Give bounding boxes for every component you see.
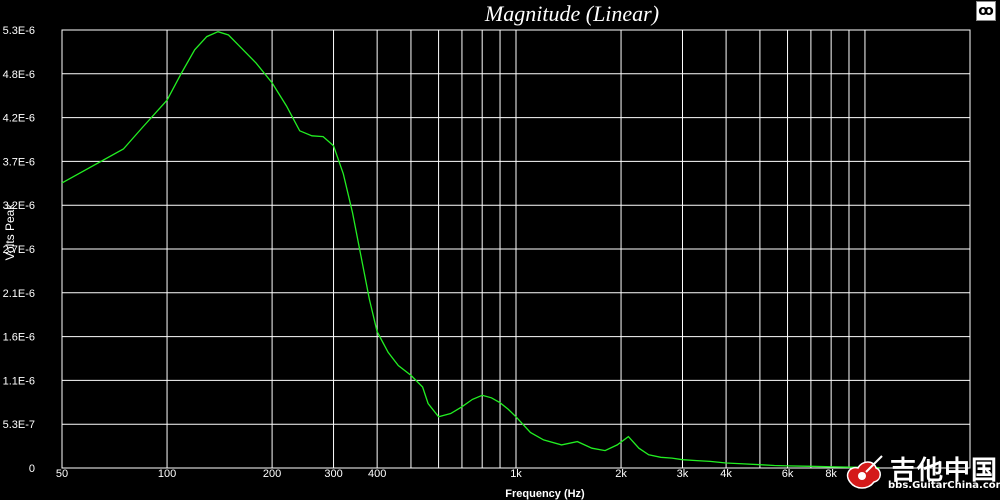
y-tick-label: 4.8E-6 bbox=[3, 69, 35, 81]
y-tick-label: 3.7E-6 bbox=[3, 156, 35, 168]
plot-frame bbox=[61, 29, 971, 469]
grid bbox=[62, 30, 970, 468]
x-tick-label: 100 bbox=[158, 468, 176, 480]
y-axis-label: Volts Peak bbox=[3, 203, 17, 261]
x-tick-label: 400 bbox=[368, 468, 386, 480]
guitar-logo-icon bbox=[846, 455, 883, 489]
y-tick-label: 1.6E-6 bbox=[3, 332, 35, 344]
y-tick-label: 2.1E-6 bbox=[3, 288, 35, 300]
x-tick-label: 300 bbox=[324, 468, 342, 480]
x-tick-label: 2k bbox=[615, 468, 627, 480]
y-tick-label: 4.2E-6 bbox=[3, 113, 35, 125]
y-tick-label: 3.2E-6 bbox=[3, 200, 35, 212]
corner-logo-icon: ꝏ bbox=[976, 1, 996, 21]
y-tick-label: 5.3E-7 bbox=[3, 419, 35, 431]
x-axis-label: Frequency (Hz) bbox=[505, 488, 585, 500]
watermark-url: bbs.GuitarChina.com bbox=[888, 480, 1000, 491]
x-tick-label: 8k bbox=[825, 468, 837, 480]
watermark: 吉他中国 bbs.GuitarChina.com bbox=[842, 448, 1000, 498]
watermark-name: 吉他中国 bbox=[890, 456, 999, 486]
y-tick-label: 5.3E-6 bbox=[3, 25, 35, 37]
series-line bbox=[61, 31, 880, 469]
x-tick-label: 3k bbox=[677, 468, 689, 480]
x-tick-label: 6k bbox=[782, 468, 794, 480]
tick-labels: 501002003004001k2k3k4k6k8k10k05.3E-71.1E… bbox=[3, 25, 875, 480]
y-tick-label: 2.7E-6 bbox=[3, 244, 35, 256]
y-tick-label: 1.1E-6 bbox=[3, 375, 35, 387]
x-tick-label: 50 bbox=[56, 468, 68, 480]
chart-title: Magnitude (Linear) bbox=[484, 1, 659, 26]
x-tick-label: 200 bbox=[263, 468, 281, 480]
x-tick-label: 4k bbox=[720, 468, 732, 480]
x-tick-label: 1k bbox=[510, 468, 522, 480]
y-tick-label: 0 bbox=[29, 463, 35, 475]
